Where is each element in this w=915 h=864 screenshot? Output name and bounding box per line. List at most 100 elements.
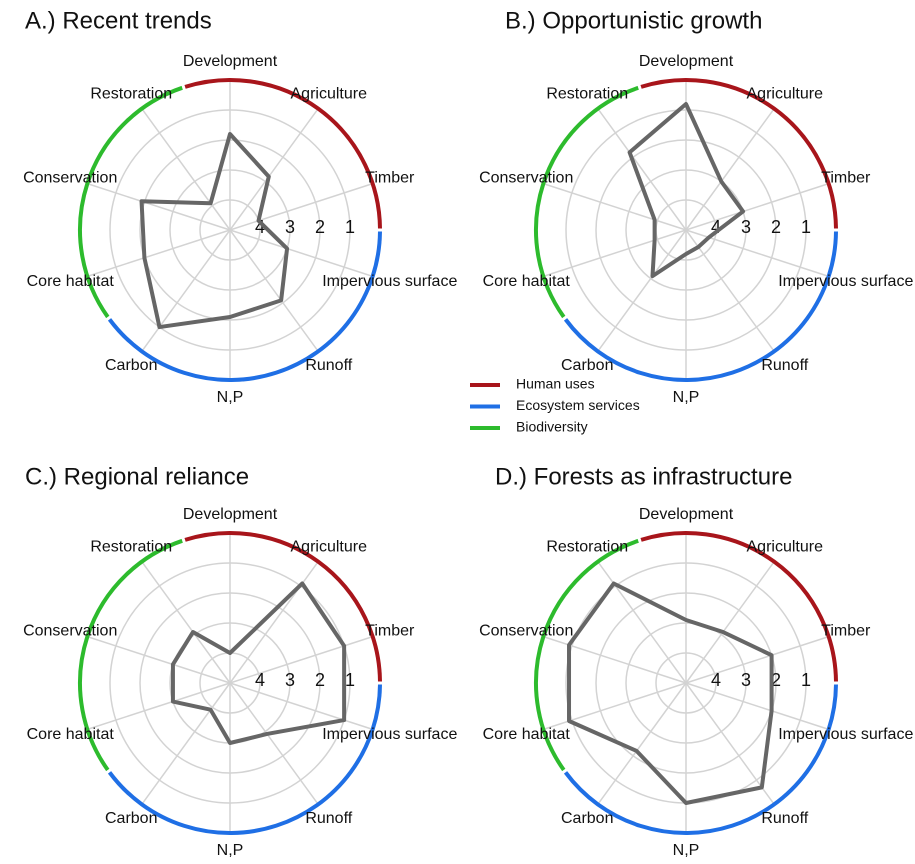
category-label: Carbon <box>561 810 613 827</box>
group-arc <box>563 231 838 382</box>
category-label: Timber <box>365 169 415 186</box>
group-arc <box>534 538 639 772</box>
category-label: Conservation <box>23 622 117 639</box>
category-label: Core habitat <box>483 726 571 743</box>
spoke <box>597 108 687 231</box>
r-tick-label: 1 <box>345 670 355 690</box>
category-label: Carbon <box>105 810 157 827</box>
category-label: N,P <box>673 842 700 859</box>
spoke <box>543 682 687 731</box>
category-label: Conservation <box>479 622 573 639</box>
spoke <box>229 182 373 231</box>
r-tick-label: 4 <box>711 217 721 237</box>
r-tick-label: 3 <box>285 217 295 237</box>
r-tick-label: 3 <box>741 217 751 237</box>
chart-title: D.) Forests as infrastructure <box>495 463 792 490</box>
spoke <box>685 182 829 231</box>
legend-label: Biodiversity <box>516 419 588 435</box>
spoke <box>87 682 231 731</box>
spoke <box>141 108 231 231</box>
category-label: Runoff <box>305 357 352 374</box>
r-tick-label: 4 <box>711 670 721 690</box>
category-label: N,P <box>217 389 244 406</box>
group-arc <box>640 531 838 682</box>
category-label: Restoration <box>90 85 172 102</box>
spoke <box>597 682 687 805</box>
r-tick-label: 3 <box>285 670 295 690</box>
group-arc <box>78 538 183 772</box>
category-label: Core habitat <box>27 726 115 743</box>
category-label: Impervious surface <box>322 273 457 290</box>
group-arc <box>534 85 639 319</box>
chart-title: C.) Regional reliance <box>25 463 249 490</box>
category-label: Restoration <box>90 538 172 555</box>
spoke <box>543 229 687 278</box>
category-label: Carbon <box>105 357 157 374</box>
spoke <box>597 229 687 352</box>
category-label: Restoration <box>546 538 628 555</box>
category-label: Development <box>639 53 734 70</box>
chart-title: B.) Opportunistic growth <box>505 7 762 34</box>
spoke <box>685 635 829 684</box>
r-tick-label: 1 <box>801 217 811 237</box>
radar-line <box>567 581 774 805</box>
r-tick-label: 1 <box>345 217 355 237</box>
category-label: Restoration <box>546 85 628 102</box>
group-arc <box>107 231 382 382</box>
spoke <box>141 229 231 352</box>
category-label: Conservation <box>479 169 573 186</box>
spoke <box>229 229 319 352</box>
category-label: Agriculture <box>747 85 824 102</box>
category-label: Agriculture <box>291 538 368 555</box>
category-label: Development <box>183 53 278 70</box>
spoke <box>141 561 231 684</box>
spoke <box>685 682 775 805</box>
category-label: Development <box>183 506 278 523</box>
spoke <box>597 561 687 684</box>
category-label: Impervious surface <box>778 726 913 743</box>
chart-title: A.) Recent trends <box>25 7 212 34</box>
r-tick-label: 4 <box>255 217 265 237</box>
category-label: Runoff <box>761 357 808 374</box>
r-tick-label: 2 <box>771 670 781 690</box>
group-arc <box>640 78 838 229</box>
category-label: Core habitat <box>483 273 571 290</box>
r-tick-label: 4 <box>255 670 265 690</box>
category-label: Development <box>639 506 734 523</box>
spoke <box>229 682 319 805</box>
category-label: Impervious surface <box>322 726 457 743</box>
legend-label: Ecosystem services <box>516 397 640 413</box>
spoke <box>685 229 775 352</box>
category-label: Agriculture <box>747 538 824 555</box>
category-label: Timber <box>365 622 415 639</box>
category-label: Runoff <box>305 810 352 827</box>
spoke <box>87 182 231 231</box>
group-arc <box>184 531 382 682</box>
spoke <box>229 561 319 684</box>
radar-line <box>627 102 746 279</box>
category-label: Impervious surface <box>778 273 913 290</box>
radar-line <box>139 132 290 330</box>
spoke <box>229 635 373 684</box>
spoke <box>141 682 231 805</box>
radar-line <box>170 581 347 745</box>
group-arc <box>563 684 838 835</box>
spoke <box>685 108 775 231</box>
group-arc <box>107 684 382 835</box>
spoke <box>229 682 373 731</box>
spoke <box>229 229 373 278</box>
category-label: Agriculture <box>291 85 368 102</box>
r-tick-label: 2 <box>315 217 325 237</box>
r-tick-label: 2 <box>315 670 325 690</box>
category-label: Runoff <box>761 810 808 827</box>
spoke <box>543 182 687 231</box>
spoke <box>87 635 231 684</box>
category-label: Conservation <box>23 169 117 186</box>
r-tick-label: 1 <box>801 670 811 690</box>
r-tick-label: 3 <box>741 670 751 690</box>
group-arc <box>184 78 382 229</box>
spoke <box>229 108 319 231</box>
category-label: Timber <box>821 169 871 186</box>
spoke <box>685 561 775 684</box>
